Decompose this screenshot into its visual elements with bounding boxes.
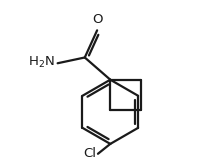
- Text: O: O: [93, 13, 103, 26]
- Text: H$_2$N: H$_2$N: [28, 55, 55, 70]
- Text: Cl: Cl: [83, 147, 96, 160]
